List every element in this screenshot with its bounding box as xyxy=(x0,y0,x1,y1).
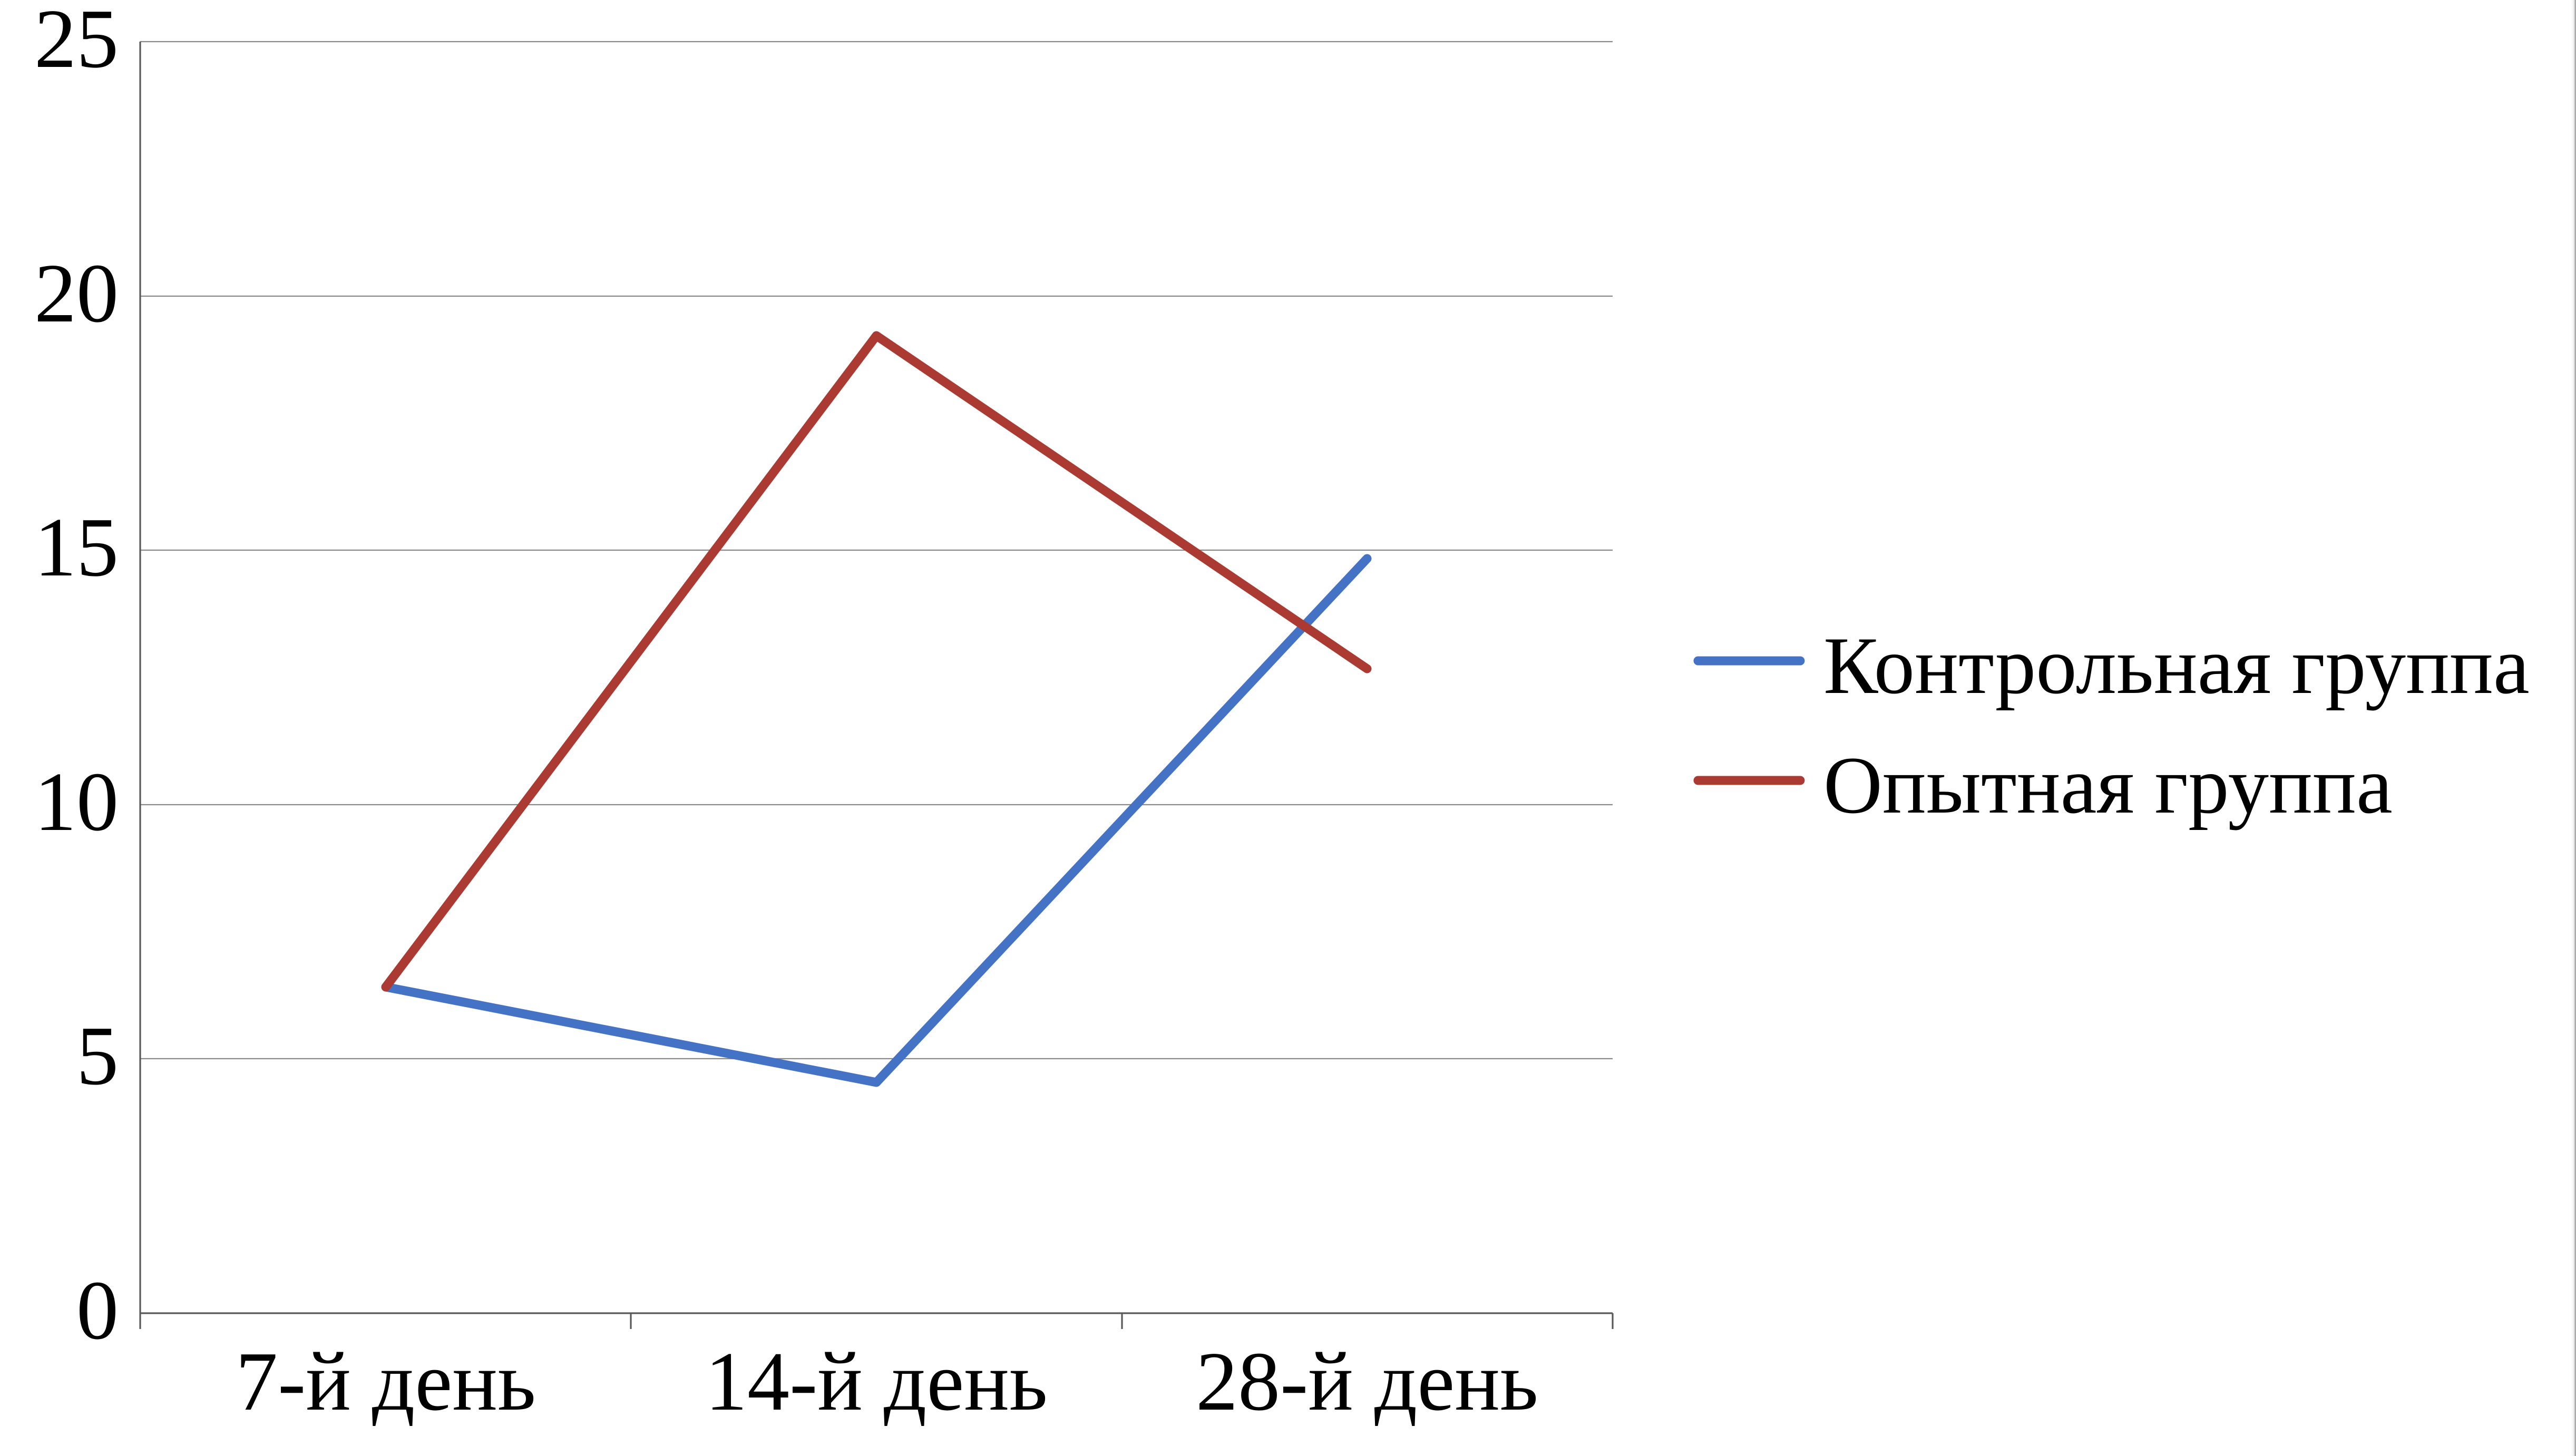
svg-text:15: 15 xyxy=(34,500,119,594)
svg-text:14-й день: 14-й день xyxy=(705,1334,1048,1428)
svg-text:Опытная группа: Опытная группа xyxy=(1823,740,2393,830)
svg-text:28-й день: 28-й день xyxy=(1196,1334,1538,1428)
svg-text:Контрольная группа: Контрольная группа xyxy=(1823,620,2530,711)
svg-text:5: 5 xyxy=(76,1009,119,1102)
svg-text:7-й день: 7-й день xyxy=(236,1334,536,1428)
svg-text:0: 0 xyxy=(76,1263,119,1357)
svg-text:10: 10 xyxy=(34,755,119,848)
svg-text:25: 25 xyxy=(34,0,119,85)
svg-text:20: 20 xyxy=(34,246,119,340)
